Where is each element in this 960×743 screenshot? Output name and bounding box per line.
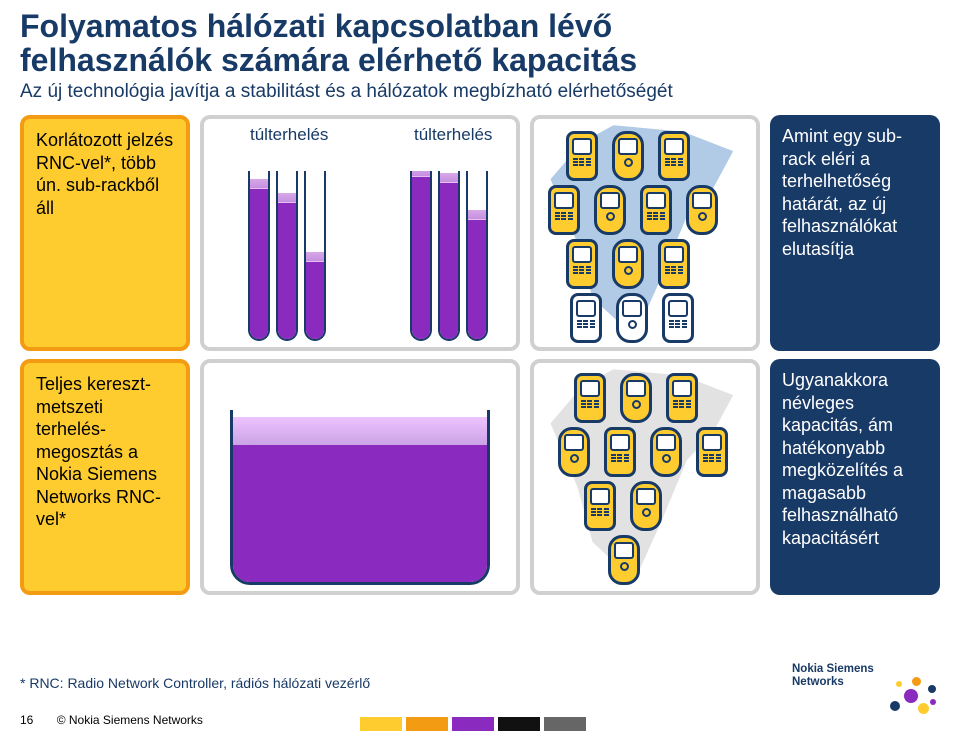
nsn-logo: Nokia SiemensNetworks	[792, 663, 942, 713]
color-swatches	[360, 717, 586, 731]
phone-icon	[666, 373, 698, 423]
swatch	[406, 717, 448, 731]
subtitle: Az új technológia javítja a stabilitást …	[20, 81, 940, 103]
phone-icon	[574, 373, 606, 423]
swatch	[360, 717, 402, 731]
map-panel-top	[530, 115, 760, 351]
logo-burst-icon	[882, 673, 942, 717]
swatch	[544, 717, 586, 731]
row-top: Korlátozott jelzés RNC-vel*, több ún. su…	[20, 115, 940, 351]
title-l2: felhasználók számára elérhető kapacitás	[20, 44, 940, 78]
jar-fill	[233, 445, 487, 582]
phone-icon	[696, 427, 728, 477]
jar-panel	[200, 359, 520, 595]
phone-icon	[558, 427, 590, 477]
tubes-panel: túlterhelés túlterhelés	[200, 115, 520, 351]
phone-icon	[612, 131, 644, 181]
card-capacity: Ugyanakkora névleges kapacitás, ám haték…	[770, 359, 940, 595]
map-panel-bottom	[530, 359, 760, 595]
phone-icon	[686, 185, 718, 235]
phone-icon	[620, 373, 652, 423]
phone-icon	[658, 131, 690, 181]
footnote: * RNC: Radio Network Controller, rádiós …	[20, 675, 370, 691]
phone-icon	[594, 185, 626, 235]
phone-icon	[570, 293, 602, 343]
phone-icon	[630, 481, 662, 531]
phone-icon	[584, 481, 616, 531]
card-constrained: Korlátozott jelzés RNC-vel*, több ún. su…	[20, 115, 190, 351]
tubes-right	[410, 171, 488, 341]
swatch	[498, 717, 540, 731]
tubes-left	[248, 171, 326, 341]
card-text: Ugyanakkora névleges kapacitás, ám haték…	[782, 369, 928, 549]
card-reject: Amint egy sub-rack eléri a terhelhetőség…	[770, 115, 940, 351]
phone-icon	[616, 293, 648, 343]
jar	[230, 410, 490, 585]
copyright: © Nokia Siemens Networks	[57, 713, 203, 727]
swatch	[452, 717, 494, 731]
page-number: 16	[20, 713, 33, 727]
overload-label-1: túlterhelés	[250, 125, 328, 145]
footer: 16 © Nokia Siemens Networks	[20, 713, 203, 727]
card-text: Teljes kereszt-metszeti terhelés-megoszt…	[36, 373, 174, 531]
title-l1: Folyamatos hálózati kapcsolatban lévő	[20, 10, 940, 44]
phone-icon	[650, 427, 682, 477]
phone-icon	[662, 293, 694, 343]
phone-icon	[548, 185, 580, 235]
phone-icon	[604, 427, 636, 477]
overload-label-2: túlterhelés	[414, 125, 492, 145]
card-full-x: Teljes kereszt-metszeti terhelés-megoszt…	[20, 359, 190, 595]
jar-cap	[233, 417, 487, 445]
phone-icon	[640, 185, 672, 235]
phone-icon	[612, 239, 644, 289]
phone-icon	[566, 239, 598, 289]
card-text: Amint egy sub-rack eléri a terhelhetőség…	[782, 125, 928, 260]
card-text: Korlátozott jelzés RNC-vel*, több ún. su…	[36, 129, 174, 219]
phone-icon	[658, 239, 690, 289]
title-block: Folyamatos hálózati kapcsolatban lévő fe…	[0, 0, 960, 107]
phone-icon	[566, 131, 598, 181]
row-bottom: Teljes kereszt-metszeti terhelés-megoszt…	[20, 359, 940, 595]
phone-icon	[608, 535, 640, 585]
